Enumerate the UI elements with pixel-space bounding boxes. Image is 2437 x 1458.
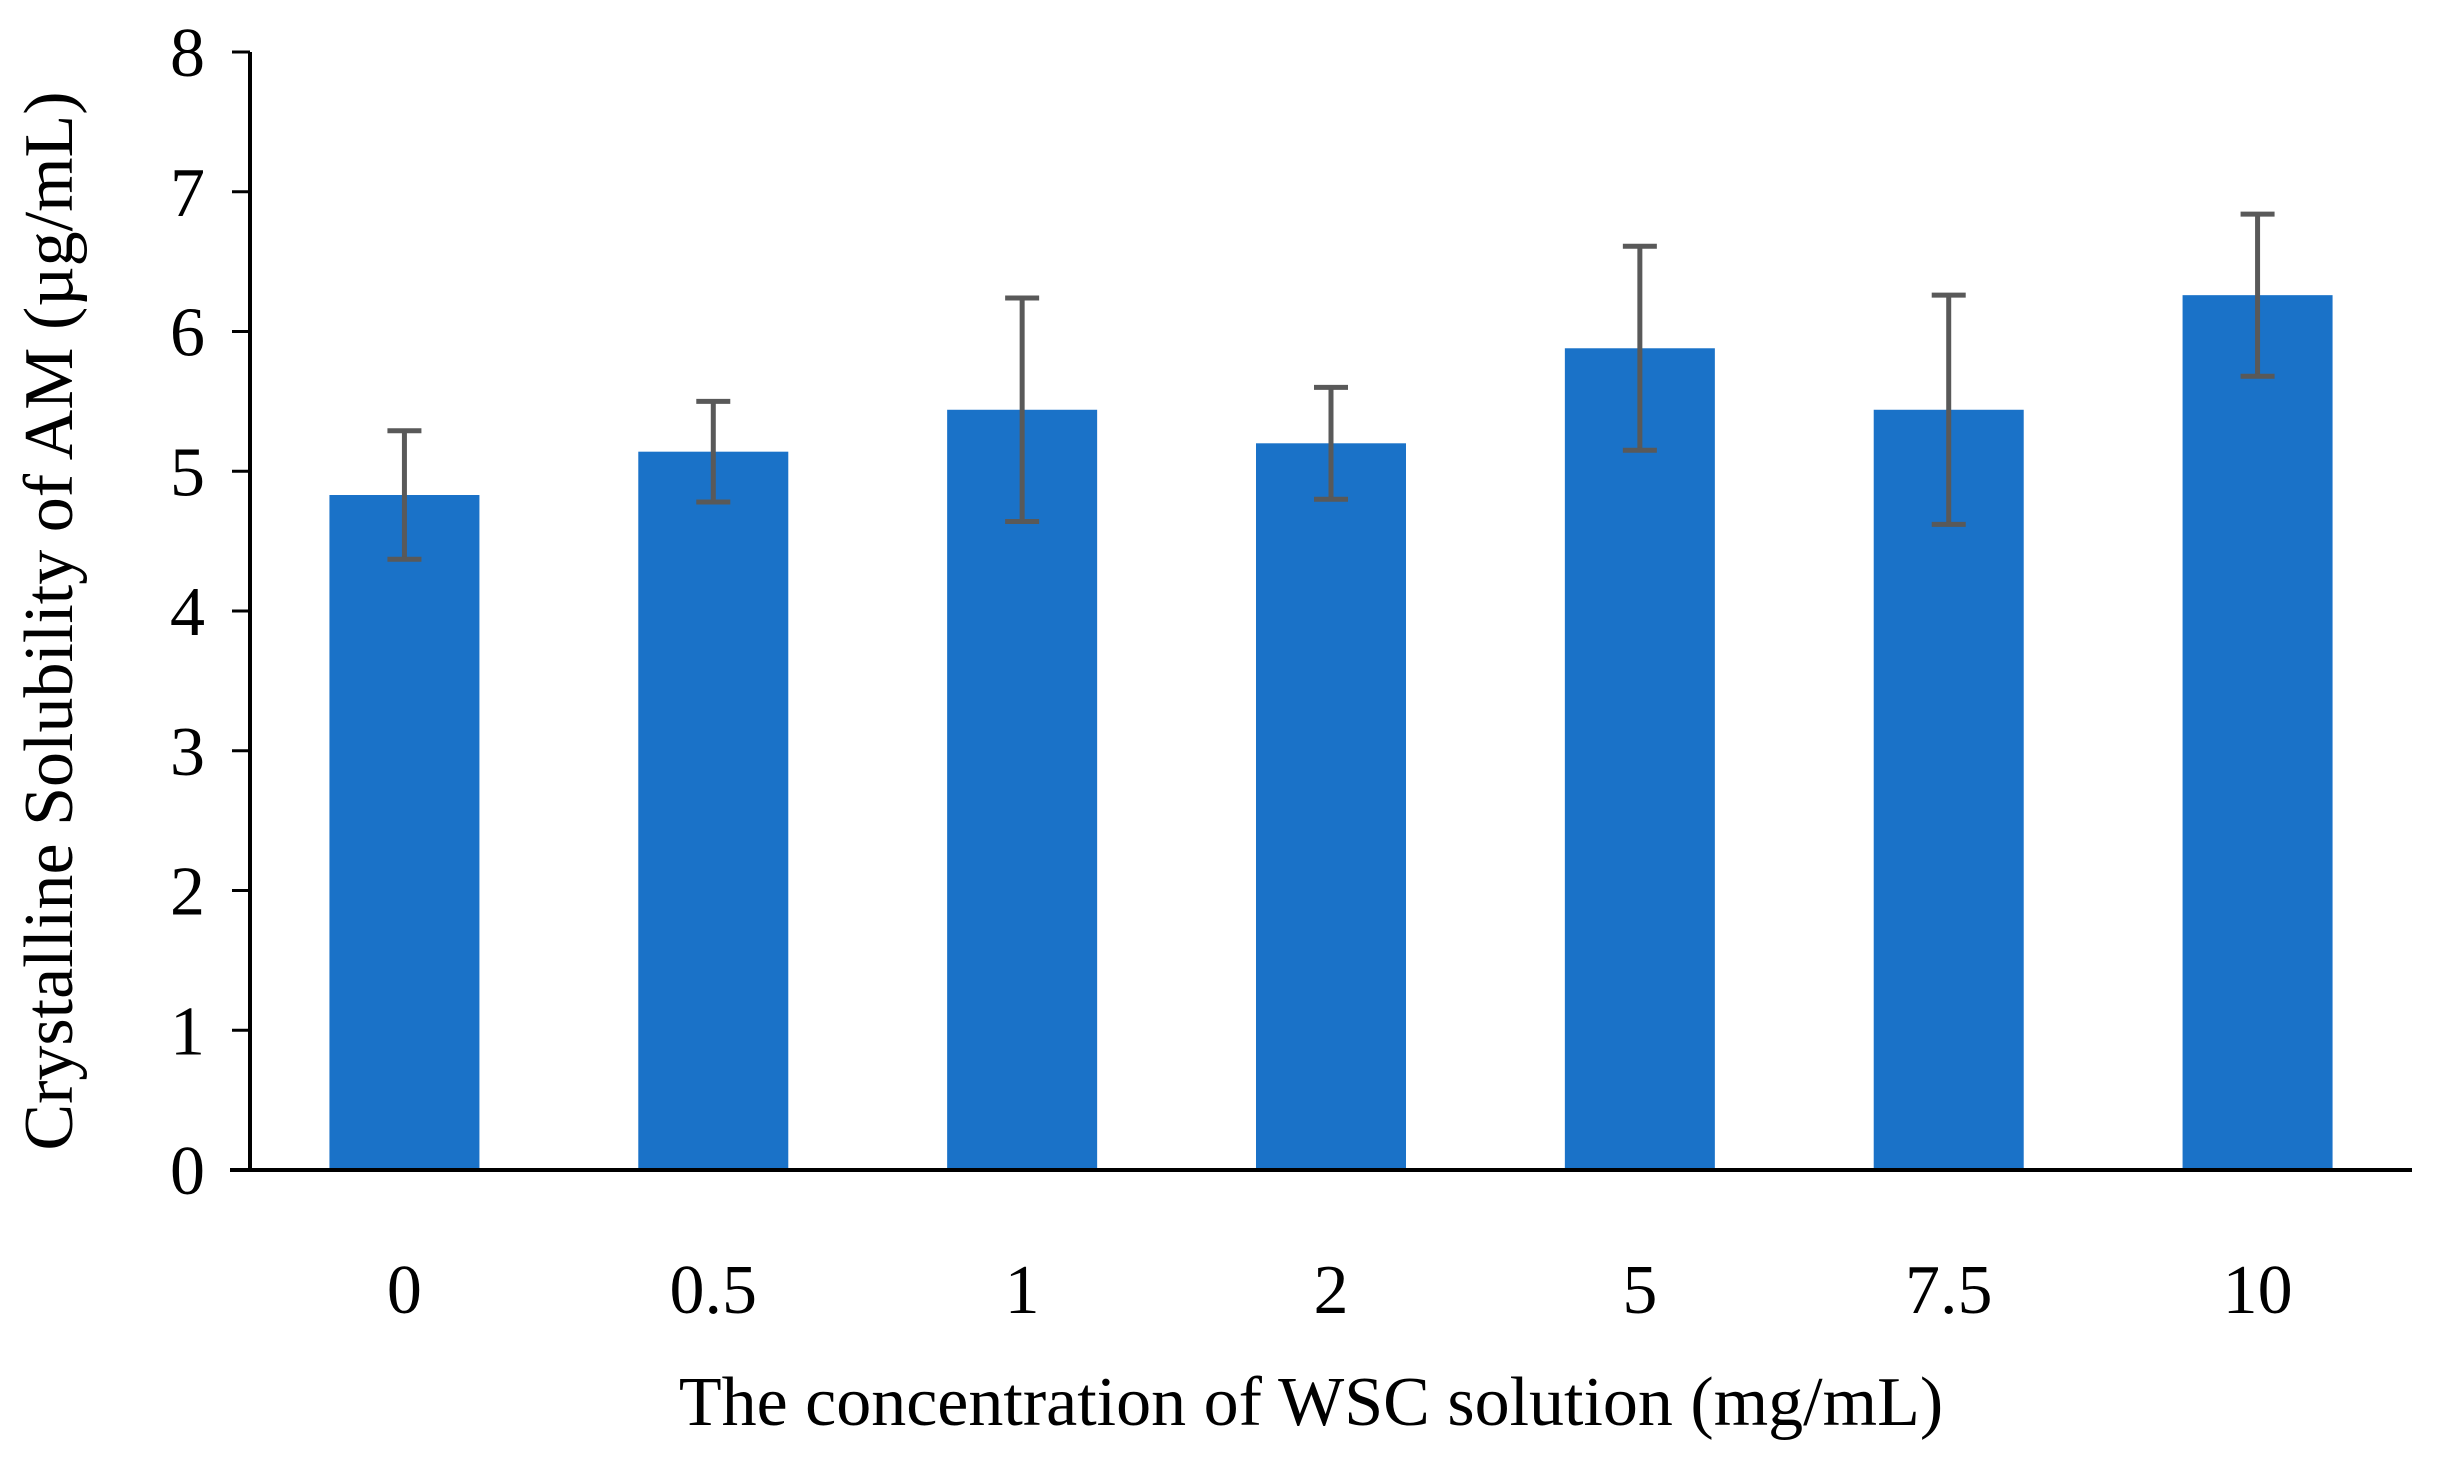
x-tick-label-1: 1 — [1005, 1252, 1040, 1329]
bar-5 — [1564, 348, 1715, 1170]
x-tick-label-0.5: 0.5 — [670, 1252, 758, 1329]
bar-0 — [329, 495, 480, 1170]
error-bar-10 — [2240, 211, 2275, 379]
bar-2 — [1256, 443, 1406, 1170]
y-tick-label-3: 3 — [170, 714, 205, 791]
error-bar-7.5 — [1931, 292, 1966, 527]
x-axis-title: The concentration of WSC solution (mg/mL… — [679, 1364, 1943, 1441]
y-tick-label-6: 6 — [170, 295, 205, 372]
y-tick-label-7: 7 — [170, 155, 205, 232]
bar-7.5 — [1873, 409, 2024, 1170]
x-tick-label-5: 5 — [1622, 1252, 1657, 1329]
x-tick-label-10: 10 — [2223, 1252, 2293, 1329]
y-tick-label-4: 4 — [170, 574, 205, 651]
y-axis-ticks: 0 1 2 3 4 5 6 7 8 — [170, 15, 250, 1210]
x-axis-tick-labels: 0 0.5 1 2 5 7.5 10 — [387, 1252, 2293, 1329]
error-bar-5 — [1622, 243, 1657, 453]
y-tick-label-5: 5 — [170, 434, 205, 511]
x-tick-label-0: 0 — [387, 1252, 422, 1329]
error-bar-0 — [387, 428, 422, 562]
error-bars-group — [387, 211, 2275, 562]
y-tick-label-0: 0 — [170, 1133, 205, 1210]
x-tick-label-2: 2 — [1314, 1252, 1349, 1329]
bar-0.5 — [638, 451, 789, 1170]
y-tick-label-2: 2 — [170, 854, 205, 931]
y-axis-title: Crystalline Solubility of AM (µg/mL) — [11, 91, 88, 1150]
error-bar-1 — [1005, 295, 1040, 525]
x-tick-label-7.5: 7.5 — [1905, 1252, 1993, 1329]
bars-group — [329, 295, 2333, 1170]
error-bar-0.5 — [696, 398, 731, 505]
error-bar-2 — [1314, 384, 1348, 502]
y-tick-label-8: 8 — [170, 15, 205, 92]
bar-10 — [2182, 295, 2333, 1170]
bar-1 — [947, 409, 1098, 1170]
y-tick-label-1: 1 — [170, 993, 205, 1070]
